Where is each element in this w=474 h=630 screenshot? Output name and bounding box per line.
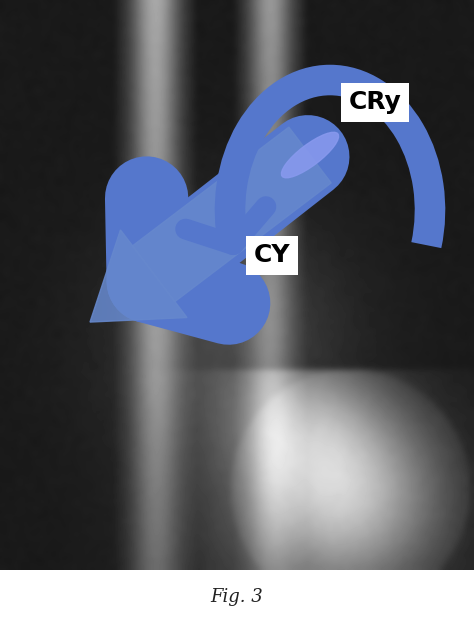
Polygon shape xyxy=(133,127,331,302)
Text: CRy: CRy xyxy=(348,90,401,114)
Ellipse shape xyxy=(282,132,338,178)
Text: Fig. 3: Fig. 3 xyxy=(210,588,264,606)
Text: CY: CY xyxy=(254,243,290,267)
Polygon shape xyxy=(90,230,187,322)
